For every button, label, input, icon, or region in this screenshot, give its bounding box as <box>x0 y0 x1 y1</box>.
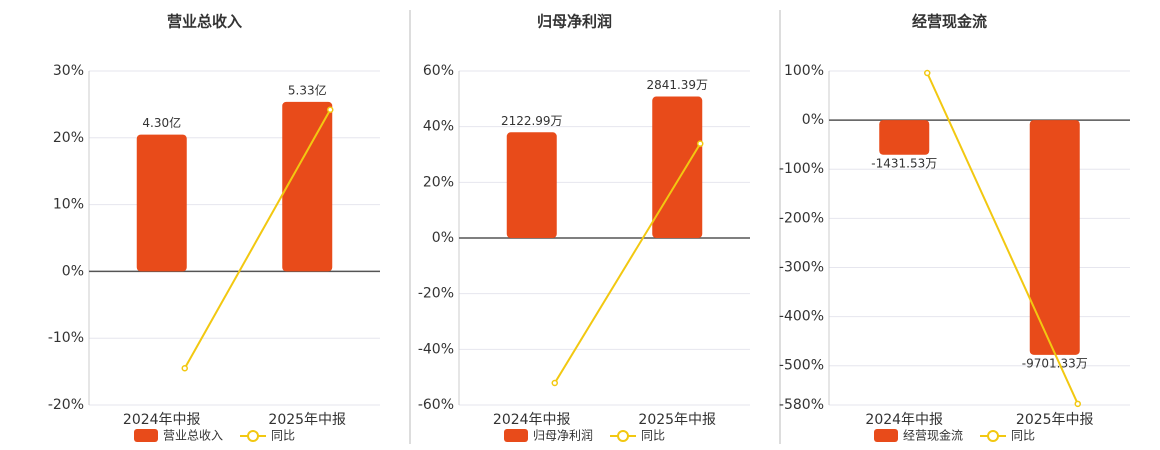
y-tick-label: -580% <box>779 397 824 413</box>
x-tick-label: 2025年中报 <box>638 412 716 428</box>
value-label: 5.33亿 <box>288 82 327 97</box>
y-tick-label: -400% <box>779 309 824 325</box>
value-label: 4.30亿 <box>142 115 181 130</box>
legend-label: 同比 <box>641 429 665 443</box>
line-marker <box>697 140 704 147</box>
value-label: 2122.99万 <box>501 114 563 128</box>
y-tick-label: -60% <box>418 397 454 413</box>
legend-marker <box>617 430 630 442</box>
chart-title: 营业总收入 <box>167 13 242 31</box>
x-tick-label: 2025年中报 <box>1016 412 1094 428</box>
legend-marker <box>987 430 1000 442</box>
line <box>183 109 332 369</box>
y-tick-label: 60% <box>423 63 454 79</box>
line <box>553 143 702 384</box>
legend-swatch <box>874 429 898 442</box>
y-tick-label: -20% <box>418 286 454 302</box>
value-label: -1431.53万 <box>871 156 937 170</box>
legend-swatch <box>134 429 158 442</box>
y-tick-label: 10% <box>53 197 84 213</box>
bar <box>136 134 187 272</box>
chart-title: 归母净利润 <box>537 13 612 31</box>
line <box>926 72 1079 405</box>
x-tick-label: 2024年中报 <box>493 412 571 428</box>
line-marker <box>551 379 558 387</box>
y-tick-label: -200% <box>779 210 824 226</box>
legend-label: 经营现金流 <box>903 428 963 443</box>
legend-label: 同比 <box>1011 429 1035 443</box>
line-marker <box>181 365 188 372</box>
y-tick-label: -40% <box>418 341 454 357</box>
bar <box>1029 120 1080 355</box>
bar <box>506 132 557 238</box>
line-marker <box>327 106 334 113</box>
y-tick-label: 0% <box>62 263 84 279</box>
chart-title: 经营现金流 <box>912 13 987 31</box>
y-tick-label: -300% <box>779 259 824 275</box>
bar <box>879 120 930 155</box>
x-tick-label: 2024年中报 <box>865 412 943 428</box>
y-tick-label: -20% <box>48 397 84 413</box>
y-tick-label: -10% <box>48 330 84 346</box>
legend-swatch <box>504 429 528 442</box>
y-tick-label: -500% <box>779 358 824 374</box>
y-tick-label: 0% <box>432 230 454 246</box>
y-tick-label: 30% <box>53 63 84 79</box>
legend-label: 营业总收入 <box>163 429 223 443</box>
y-tick-label: 100% <box>784 63 824 79</box>
value-label: 2841.39万 <box>646 78 708 92</box>
value-label: -9701.33万 <box>1022 356 1088 370</box>
y-tick-label: -100% <box>779 161 824 177</box>
y-tick-label: 0% <box>802 112 824 128</box>
y-tick-label: 20% <box>53 130 84 146</box>
bar <box>652 96 703 238</box>
y-tick-label: 40% <box>423 119 454 135</box>
bar <box>282 101 333 272</box>
y-tick-label: 20% <box>423 174 454 190</box>
legend-marker <box>247 430 260 442</box>
x-tick-label: 2024年中报 <box>123 412 201 428</box>
line-marker <box>1074 400 1081 408</box>
legend-label: 同比 <box>271 429 295 443</box>
legend-label: 归母净利润 <box>533 429 593 443</box>
line-marker <box>924 69 931 77</box>
x-tick-label: 2025年中报 <box>268 412 346 428</box>
